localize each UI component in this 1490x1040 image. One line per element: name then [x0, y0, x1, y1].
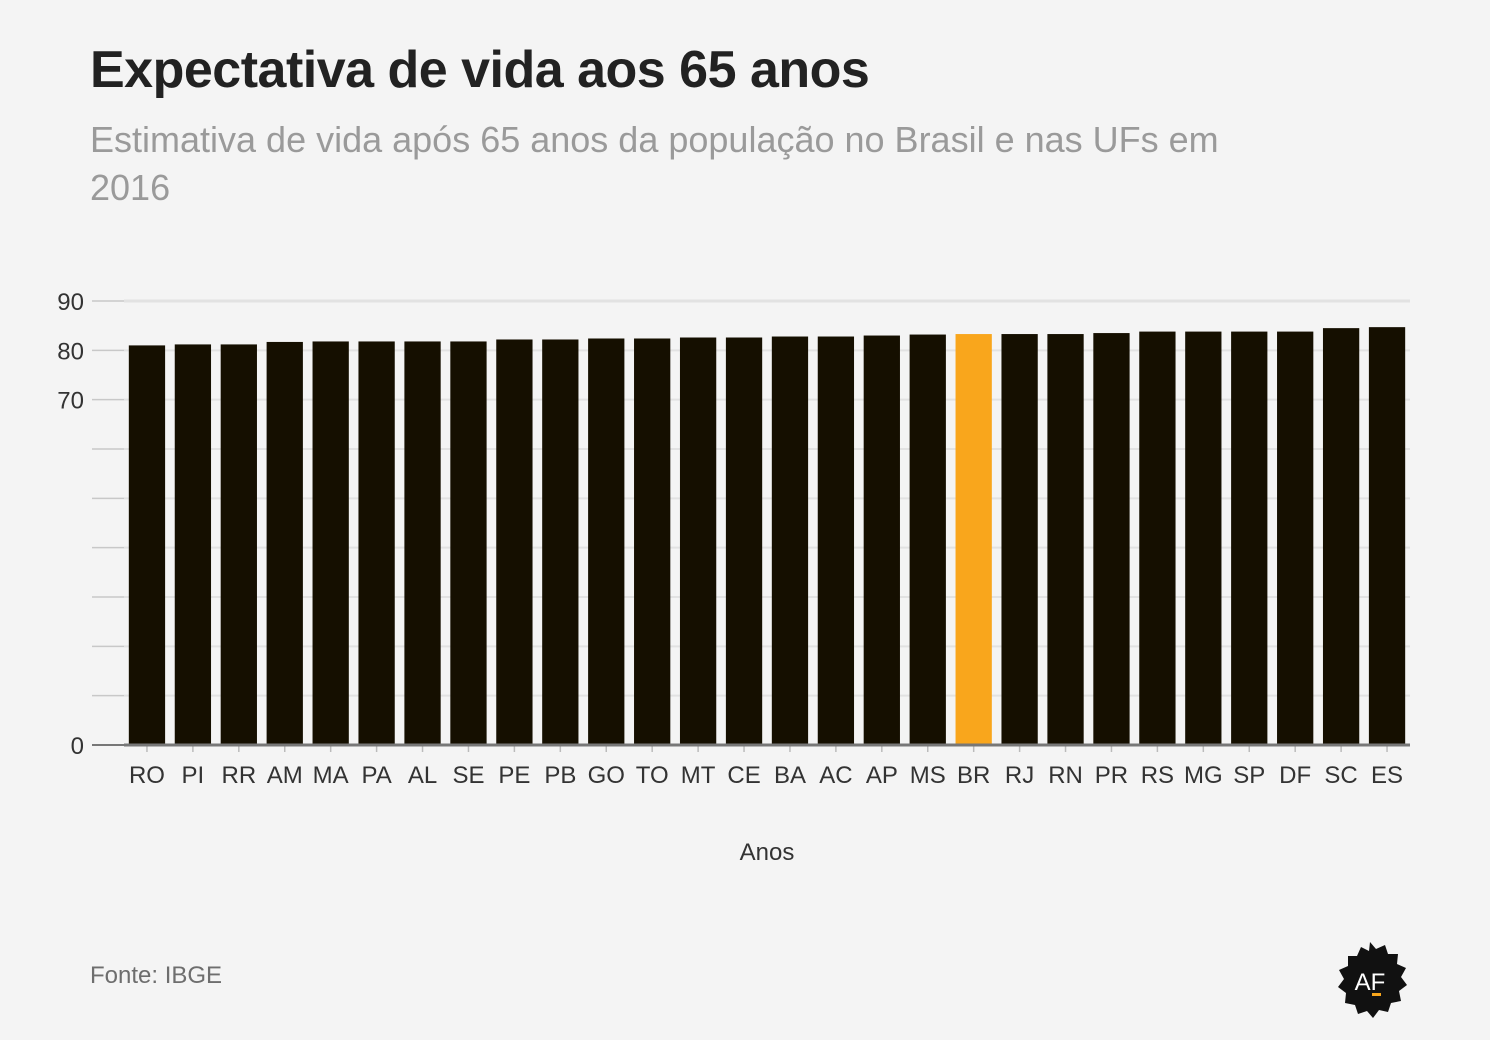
bar-am	[266, 341, 303, 745]
bar-sp	[1231, 331, 1268, 745]
x-tick-label: PA	[361, 762, 391, 789]
x-tick-label: MS	[910, 762, 946, 789]
y-tick-label: 0	[71, 733, 84, 760]
x-tick-label: RJ	[1005, 762, 1034, 789]
x-tick-label: CE	[727, 762, 760, 789]
bar-rr	[220, 344, 257, 745]
x-tick-label: MA	[313, 762, 349, 789]
x-tick-label: GO	[588, 762, 625, 789]
bar-ms	[909, 334, 946, 745]
bar-ba	[771, 336, 809, 745]
x-tick-label: BR	[957, 762, 990, 789]
bar-go	[588, 338, 625, 745]
bar-mg	[1185, 331, 1222, 745]
x-tick-label: MT	[681, 762, 716, 789]
bar-al	[404, 341, 441, 745]
bar-rn	[1047, 334, 1084, 745]
bar-ce	[725, 337, 763, 745]
bar-se	[450, 341, 487, 745]
bar-pi	[174, 344, 212, 745]
bar-rj	[1001, 334, 1038, 745]
bar-ma	[312, 341, 349, 745]
bar-pa	[358, 341, 395, 745]
bar-mt	[679, 337, 717, 745]
af-badge-shape	[1338, 942, 1407, 1018]
x-tick-label: RS	[1141, 762, 1174, 789]
bar-sc	[1322, 328, 1360, 745]
x-tick-label: ES	[1371, 762, 1403, 789]
bar-br	[955, 334, 992, 745]
af-badge-icon: AF	[1338, 942, 1407, 1018]
y-tick-label: 70	[57, 388, 84, 415]
bar-df	[1277, 331, 1314, 745]
x-tick-label: AP	[866, 762, 898, 789]
bar-rs	[1139, 331, 1176, 745]
x-axis-label: Anos	[740, 839, 795, 866]
x-tick-label: PE	[498, 762, 530, 789]
bar-es	[1368, 327, 1406, 745]
x-tick-label: AM	[267, 762, 303, 789]
bar-ap	[863, 335, 900, 745]
x-tick-label: TO	[636, 762, 669, 789]
bar-to	[634, 338, 671, 745]
x-tick-label: AC	[819, 762, 852, 789]
logo-accent	[1372, 993, 1381, 996]
x-tick-label: SC	[1324, 762, 1357, 789]
x-tick-label: PB	[544, 762, 576, 789]
bar-chart: 0 70 80 90 RO PI RR AM MA PA AL SE PE PB GO TO MT CE BA AC A…	[57, 289, 1410, 866]
bar-ro	[128, 345, 166, 745]
bar-ac	[817, 336, 855, 745]
y-tick-label: 80	[57, 338, 84, 365]
x-tick-label: BA	[774, 762, 806, 789]
x-tick-label: RR	[221, 762, 256, 789]
chart-subtitle: Estimativa de vida após 65 anos da popul…	[90, 119, 1219, 208]
x-tick-label: SE	[452, 762, 484, 789]
x-tick-label: RN	[1048, 762, 1083, 789]
chart-title: Expectativa de vida aos 65 anos	[90, 41, 870, 99]
x-tick-label: MG	[1184, 762, 1223, 789]
bar-pe	[496, 339, 533, 745]
logo-text: AF	[1355, 969, 1386, 996]
x-tick-label: PI	[182, 762, 205, 789]
x-tick-label: SP	[1233, 762, 1265, 789]
source-note: Fonte: IBGE	[90, 962, 223, 989]
bar-pb	[542, 339, 579, 745]
x-tick-label: PR	[1095, 762, 1128, 789]
x-tick-label: RO	[129, 762, 165, 789]
y-tick-label: 90	[57, 289, 84, 316]
x-tick-label: AL	[408, 762, 437, 789]
bar-pr	[1093, 333, 1130, 745]
x-tick-label: DF	[1279, 762, 1311, 789]
